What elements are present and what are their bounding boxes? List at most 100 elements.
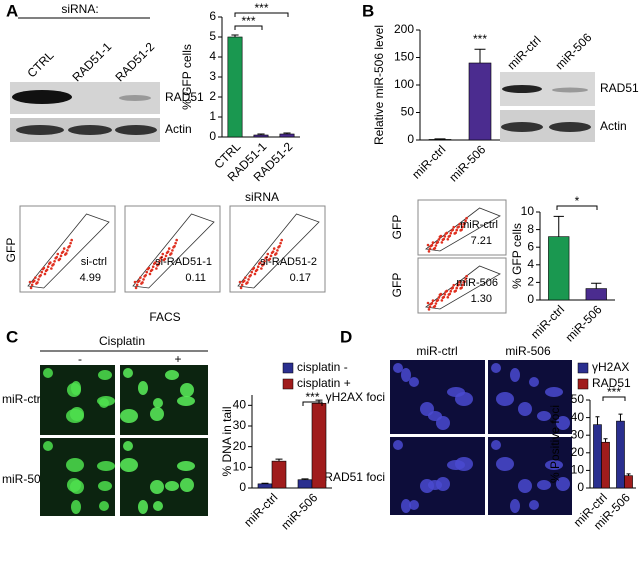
band-label: RAD51 (600, 81, 639, 95)
facs-group: miR-ctrl 7.21 miR-506 1.30 (417, 199, 507, 314)
event (37, 278, 40, 281)
event (447, 235, 451, 238)
bar (548, 236, 570, 301)
bar (593, 424, 602, 489)
cell (120, 458, 138, 472)
event (140, 282, 143, 285)
event (459, 287, 462, 290)
facs-value: 1.30 (471, 293, 492, 305)
event (453, 232, 457, 235)
band (502, 85, 542, 93)
event (34, 276, 37, 279)
facs-label: si-RAD51-1 (155, 256, 212, 268)
event (148, 272, 152, 276)
event (63, 253, 67, 256)
lane-label: miR-ctrl (504, 33, 543, 72)
event (175, 238, 178, 242)
column-label: miR-ctrl (416, 344, 457, 358)
cell (66, 409, 84, 423)
event (462, 280, 465, 284)
y-tick-label: 40 (571, 410, 585, 424)
event (172, 246, 175, 249)
x-tick-label: miR-ctrl (241, 490, 280, 529)
event (443, 235, 447, 238)
error-bar (283, 132, 291, 134)
error-bar (591, 282, 602, 289)
event (245, 282, 248, 285)
error-bar (275, 458, 283, 462)
legend-label: cisplatin + (297, 376, 351, 390)
event (164, 254, 168, 258)
y-tick-label: 0 (209, 129, 216, 143)
band (552, 87, 588, 93)
event (239, 286, 243, 290)
event (465, 216, 468, 220)
event (428, 305, 432, 308)
event (458, 280, 461, 284)
y-axis-label: % GFP cells (180, 44, 194, 110)
event (435, 299, 439, 303)
error-bar (261, 482, 269, 484)
event (240, 283, 244, 287)
event (167, 247, 171, 250)
cell (43, 368, 53, 378)
cell (180, 478, 194, 492)
event (452, 225, 456, 229)
band (12, 90, 72, 104)
event (30, 283, 34, 287)
error-bar (603, 438, 608, 443)
x-tick-label: miR-506 (563, 302, 605, 344)
y-tick-label: 6 (527, 239, 534, 253)
cell (165, 370, 179, 380)
event (57, 258, 61, 262)
row-label: γH2AX foci (326, 390, 385, 404)
event (59, 254, 63, 258)
event (158, 259, 161, 263)
y-tick-label: 0 (239, 480, 246, 494)
event (449, 289, 453, 293)
facs-label: miR-506 (456, 277, 498, 289)
event (459, 229, 462, 232)
y-tick-label: 4 (527, 257, 534, 271)
y-tick-label: 6 (209, 9, 216, 23)
event (156, 264, 159, 267)
bar (297, 479, 313, 489)
event (450, 287, 454, 290)
event (280, 238, 283, 242)
bar (428, 139, 452, 141)
event (165, 251, 169, 255)
significance: *** (607, 385, 621, 399)
x-tick-label: miR-ctrl (528, 302, 567, 341)
lane-label: miR-506 (552, 30, 594, 72)
cell (545, 387, 563, 397)
band-label: Actin (165, 122, 192, 136)
y-axis-label: % DNA in tail (220, 406, 234, 476)
facs-label: si-ctrl (81, 256, 107, 268)
event (464, 219, 467, 223)
legend-label: cisplatin - (297, 360, 348, 374)
event (46, 265, 50, 269)
event (462, 222, 465, 226)
event (56, 252, 60, 256)
significance: * (575, 194, 580, 208)
event (273, 253, 277, 256)
event (429, 302, 433, 306)
bar (616, 420, 625, 489)
event (142, 278, 145, 281)
event (54, 256, 57, 260)
bar (585, 288, 607, 301)
event (461, 283, 464, 287)
band (115, 125, 157, 135)
event (151, 265, 155, 269)
bracket (302, 401, 323, 406)
event (50, 267, 53, 270)
event (428, 247, 432, 250)
event (257, 262, 261, 265)
event (455, 286, 459, 290)
y-tick-label: 10 (233, 460, 247, 474)
event (146, 267, 150, 271)
error-bar (257, 133, 265, 135)
band (119, 95, 151, 101)
error-bar (553, 215, 564, 237)
band (501, 122, 543, 132)
